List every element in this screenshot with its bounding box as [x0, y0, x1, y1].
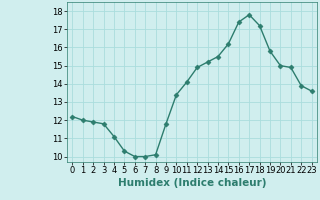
X-axis label: Humidex (Indice chaleur): Humidex (Indice chaleur) — [118, 178, 266, 188]
